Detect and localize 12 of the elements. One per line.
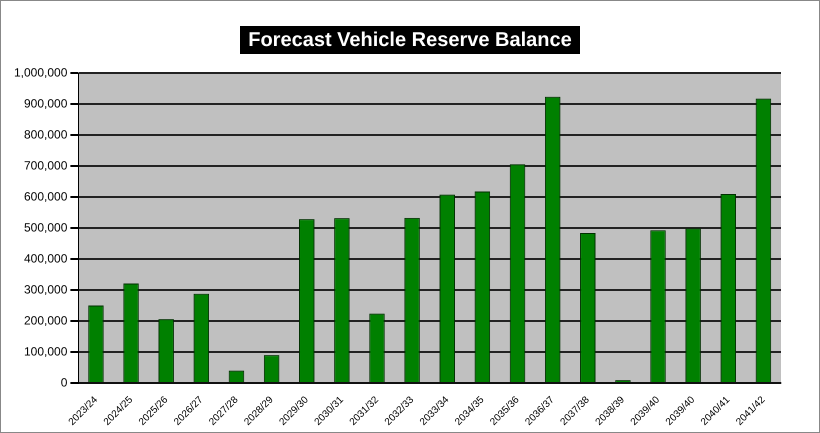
y-tick-label: 700,000 (24, 158, 68, 172)
y-tick-label: 500,000 (24, 220, 68, 234)
y-tick-label: 900,000 (24, 96, 68, 110)
y-tick-label: 1,000,000 (14, 66, 68, 80)
y-tick-label: 400,000 (24, 251, 68, 266)
y-tick-label: 100,000 (24, 344, 68, 358)
y-tick-label: 300,000 (24, 282, 68, 296)
y-tick-label: 200,000 (24, 313, 68, 328)
y-tick-label: 600,000 (24, 189, 68, 204)
chart-title: Forecast Vehicle Reserve Balance (240, 26, 580, 54)
y-tick-label: 800,000 (24, 127, 68, 142)
y-tick-label: 0 (60, 375, 68, 390)
